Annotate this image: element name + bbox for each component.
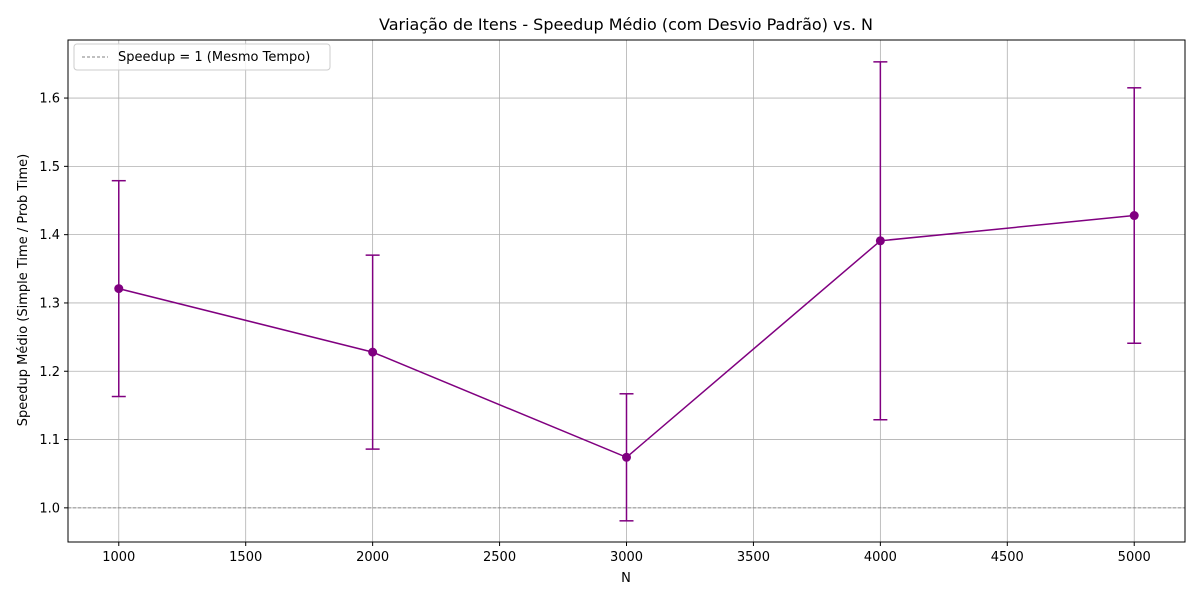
chart-title: Variação de Itens - Speedup Médio (com D… — [379, 15, 873, 34]
x-tick-label: 4000 — [864, 550, 897, 565]
x-tick-label: 1500 — [229, 550, 262, 565]
x-tick-label: 3500 — [737, 550, 770, 565]
data-point — [875, 236, 885, 246]
y-tick-label: 1.2 — [39, 365, 60, 380]
y-tick-label: 1.1 — [39, 433, 60, 448]
series — [111, 61, 1142, 522]
y-tick-label: 1.5 — [39, 160, 60, 175]
y-tick-label: 1.6 — [39, 92, 60, 107]
ticks: 1000 1500 2000 2500 3000 3500 4000 4500 5000 1.0 1… — [39, 92, 1150, 565]
x-axis-label: N — [621, 571, 631, 586]
legend: Speedup = 1 (Mesmo Tempo) — [73, 43, 331, 71]
y-tick-label: 1.0 — [39, 501, 60, 516]
y-tick-label: 1.3 — [39, 296, 60, 311]
x-tick-label: 3000 — [610, 550, 643, 565]
legend-box — [73, 43, 331, 71]
data-point — [622, 452, 631, 462]
y-tick-label: 1.4 — [39, 228, 60, 243]
data-point — [1129, 211, 1139, 221]
data-point — [114, 284, 124, 294]
x-tick-label: 2000 — [356, 550, 389, 565]
x-tick-label: 1000 — [102, 550, 135, 565]
legend-label: Speedup = 1 (Mesmo Tempo) — [118, 50, 310, 65]
x-tick-label: 5000 — [1118, 550, 1151, 565]
y-axis-label: Speedup Médio (Simple Time / Prob Time) — [16, 154, 31, 427]
x-tick-label: 4500 — [991, 550, 1024, 565]
x-tick-label: 2500 — [483, 550, 516, 565]
data-point — [368, 347, 378, 357]
